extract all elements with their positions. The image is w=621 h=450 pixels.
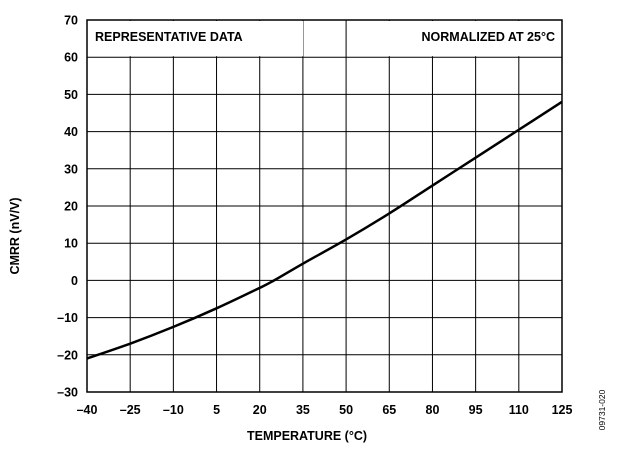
x-tick-label: 80 [426, 403, 440, 417]
x-tick-label: 65 [382, 403, 396, 417]
x-axis-title: TEMPERATURE (°C) [247, 429, 367, 443]
x-tick-label: 5 [213, 403, 220, 417]
y-tick-label: –20 [57, 348, 78, 362]
x-tick-label: 110 [509, 403, 529, 417]
y-tick-label: 10 [64, 237, 78, 251]
y-tick-label: 70 [64, 14, 78, 28]
figure-id: 09731-020 [597, 389, 607, 430]
x-tick-labels: –40 –25 –10 5 20 35 50 65 80 95 110 125 [77, 403, 573, 417]
series-group [86, 100, 563, 360]
y-tick-labels: –30 –20 –10 0 10 20 30 40 50 60 70 [57, 14, 78, 400]
x-tick-label: 50 [339, 403, 353, 417]
y-tick-label: –30 [57, 386, 78, 400]
annotation-normalized: NORMALIZED AT 25°C [422, 30, 555, 44]
y-tick-label: 60 [64, 51, 78, 65]
x-tick-label: 20 [253, 403, 267, 417]
y-tick-label: 40 [64, 125, 78, 139]
annotation-left-background [88, 21, 303, 57]
y-tick-label: 20 [64, 200, 78, 214]
x-tick-label: –25 [120, 403, 141, 417]
y-tick-label: 30 [64, 162, 78, 176]
series-line-0 [86, 100, 563, 360]
x-tick-label: 125 [552, 403, 573, 417]
x-tick-label: –40 [77, 403, 98, 417]
x-tick-label: 95 [469, 403, 483, 417]
y-tick-label: 50 [64, 88, 78, 102]
plot-frame [86, 19, 563, 393]
y-tick-label: 0 [71, 274, 78, 288]
annotation-representative-data: REPRESENTATIVE DATA [95, 30, 243, 44]
grid-lines [87, 20, 562, 392]
x-tick-label: –10 [163, 403, 184, 417]
y-axis-title: CMRR (nV/V) [8, 197, 22, 274]
annotations: REPRESENTATIVE DATA NORMALIZED AT 25°C [88, 21, 561, 57]
y-tick-label: –10 [57, 311, 78, 325]
annotation-right-background [362, 21, 561, 57]
x-tick-label: 35 [296, 403, 310, 417]
